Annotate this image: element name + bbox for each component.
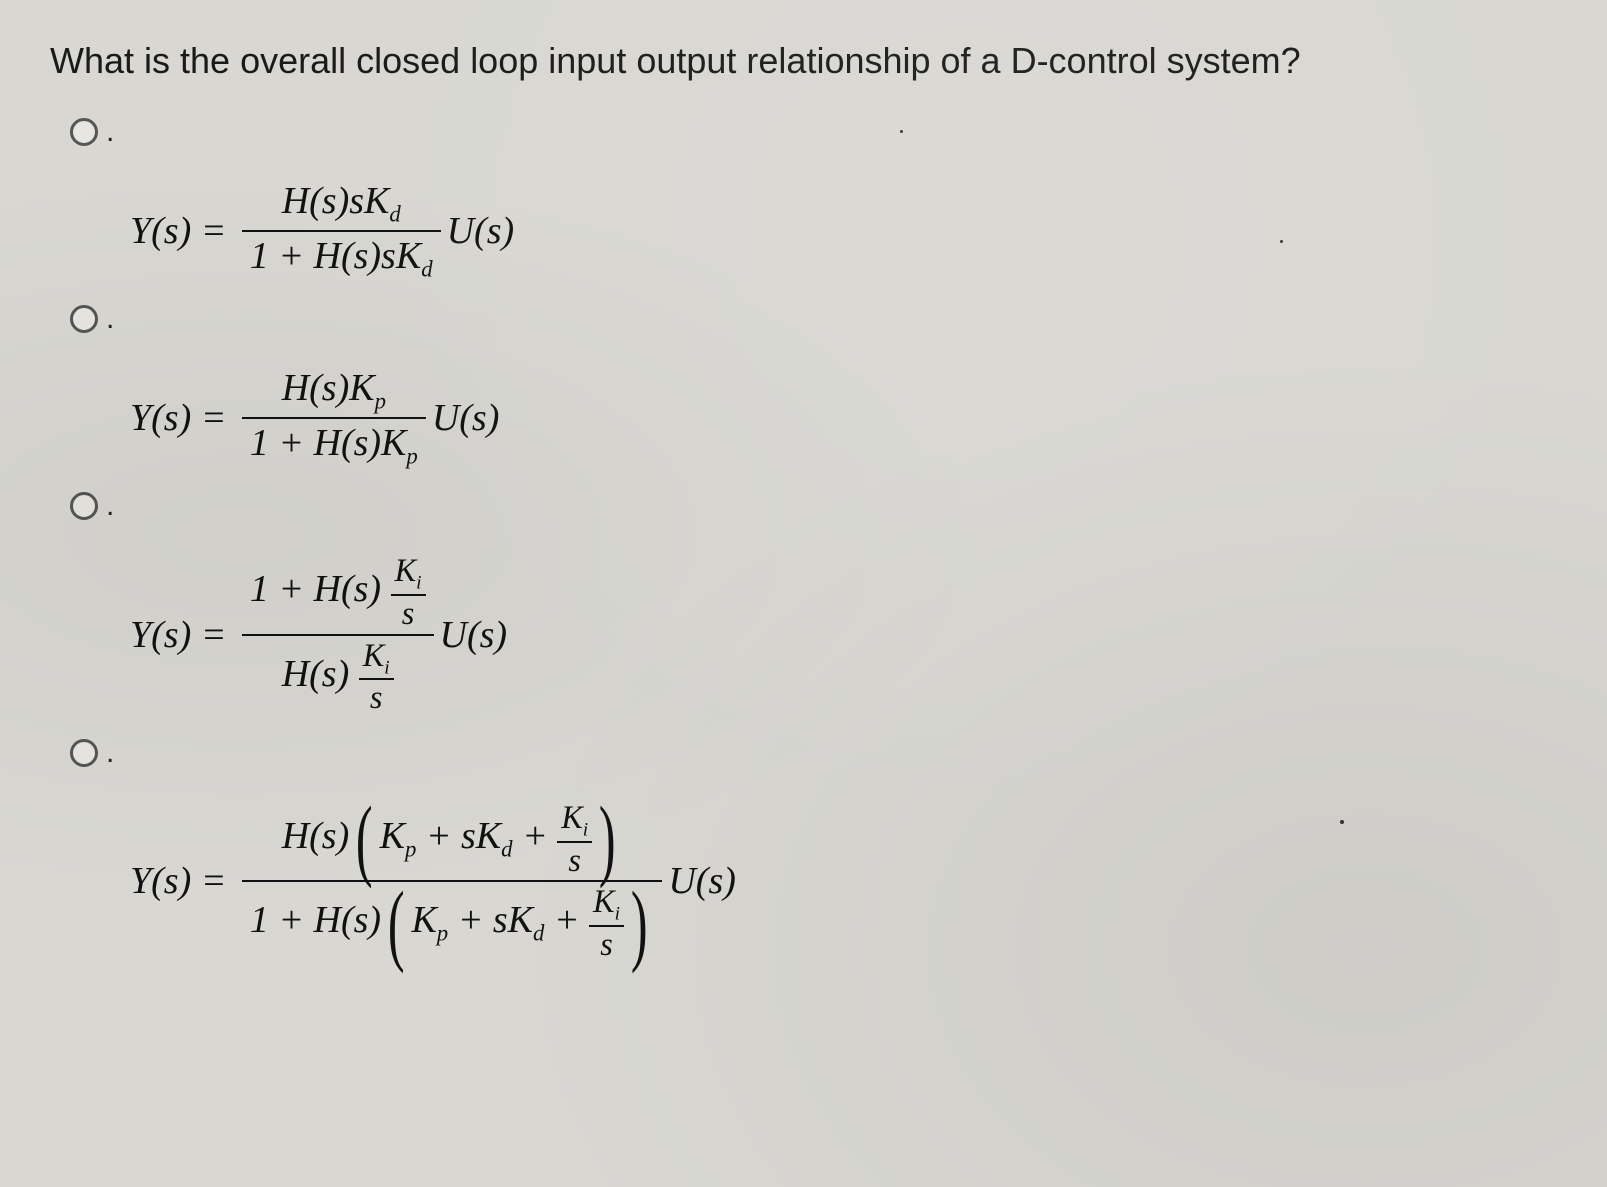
fraction: H(s)Kp 1 + H(s)Kp bbox=[242, 364, 426, 471]
rhs-tail: U(s) bbox=[668, 859, 736, 903]
radio-button[interactable] bbox=[70, 305, 98, 333]
option-label-dot: . bbox=[106, 486, 114, 526]
lhs: Y(s) = bbox=[130, 613, 236, 657]
option-label-dot: . bbox=[106, 733, 114, 773]
numerator: H(s)sKd bbox=[274, 177, 409, 230]
speck bbox=[1340, 820, 1344, 824]
lhs: Y(s) = bbox=[130, 859, 236, 903]
radio-button[interactable] bbox=[70, 739, 98, 767]
lhs: Y(s) = bbox=[130, 209, 236, 253]
radio-button[interactable] bbox=[70, 492, 98, 520]
rhs-tail: U(s) bbox=[447, 209, 515, 253]
denominator: 1 + H(s)(Kp + sKd + Ki s ) bbox=[242, 882, 662, 964]
speck bbox=[900, 130, 903, 133]
option-label-dot: . bbox=[106, 112, 114, 152]
formula-option-2: Y(s) = H(s)Kp 1 + H(s)Kp U(s) bbox=[130, 364, 1557, 471]
speck bbox=[1280, 240, 1283, 243]
lhs: Y(s) = bbox=[130, 396, 236, 440]
question-text: What is the overall closed loop input ou… bbox=[50, 40, 1557, 82]
quiz-page: What is the overall closed loop input ou… bbox=[0, 0, 1607, 1020]
option-1[interactable]: . bbox=[70, 112, 1557, 152]
numerator: H(s)(Kp + sKd + Ki s ) bbox=[274, 798, 631, 880]
denominator: H(s) Ki s bbox=[274, 636, 402, 718]
fraction: H(s)(Kp + sKd + Ki s ) 1 + H(s)(Kp + sKd… bbox=[242, 798, 662, 965]
numerator: 1 + H(s) Ki s bbox=[242, 551, 434, 633]
fraction: 1 + H(s) Ki s H(s) Ki s bbox=[242, 551, 434, 718]
option-3[interactable]: . bbox=[70, 486, 1557, 526]
option-label-dot: . bbox=[106, 299, 114, 339]
formula-option-1: Y(s) = H(s)sKd 1 + H(s)sKd U(s) bbox=[130, 177, 1557, 284]
fraction: H(s)sKd 1 + H(s)sKd bbox=[242, 177, 441, 284]
numerator: H(s)Kp bbox=[274, 364, 394, 417]
denominator: 1 + H(s)Kp bbox=[242, 419, 426, 472]
rhs-tail: U(s) bbox=[440, 613, 508, 657]
option-4[interactable]: . bbox=[70, 733, 1557, 773]
formula-option-3: Y(s) = 1 + H(s) Ki s H(s) Ki bbox=[130, 551, 1557, 718]
denominator: 1 + H(s)sKd bbox=[242, 232, 441, 285]
option-2[interactable]: . bbox=[70, 299, 1557, 339]
rhs-tail: U(s) bbox=[432, 396, 500, 440]
radio-button[interactable] bbox=[70, 118, 98, 146]
